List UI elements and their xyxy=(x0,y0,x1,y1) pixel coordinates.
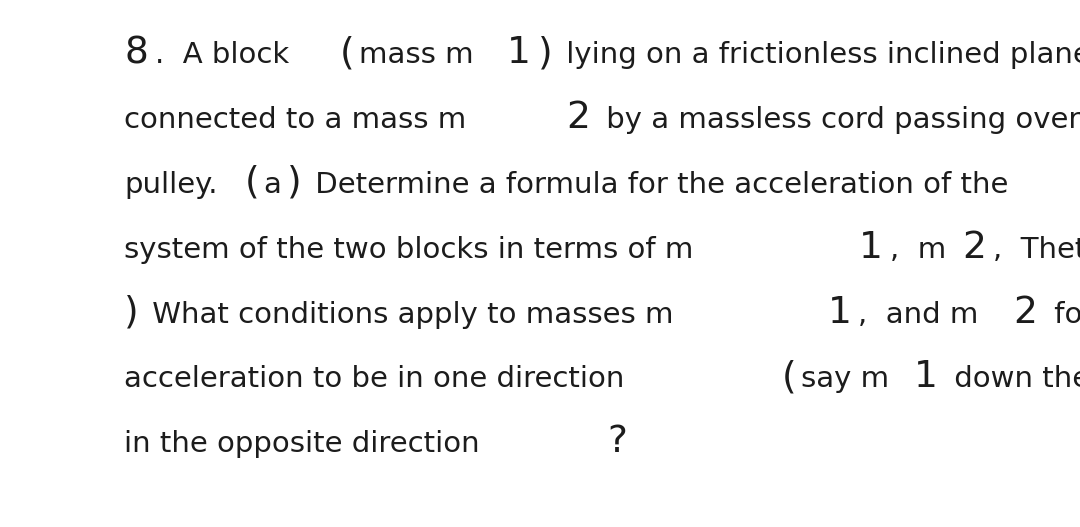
Text: .  A block: . A block xyxy=(156,41,298,69)
Text: ?: ? xyxy=(607,424,626,460)
Text: lying on a frictionless inclined plane is: lying on a frictionless inclined plane i… xyxy=(556,41,1080,69)
Text: mass m: mass m xyxy=(359,41,474,69)
Text: system of the two blocks in terms of m: system of the two blocks in terms of m xyxy=(124,236,693,264)
Text: pulley.: pulley. xyxy=(124,171,218,199)
Text: ): ) xyxy=(538,35,552,71)
Text: (: ( xyxy=(340,35,355,71)
Text: 8: 8 xyxy=(124,35,148,71)
Text: 1: 1 xyxy=(507,35,530,71)
Text: (: ( xyxy=(782,359,796,395)
Text: 2: 2 xyxy=(566,100,590,136)
Text: 2: 2 xyxy=(1014,295,1038,330)
Text: What conditions apply to masses m: What conditions apply to masses m xyxy=(143,300,674,328)
Text: connected to a mass m: connected to a mass m xyxy=(124,106,467,134)
Text: ): ) xyxy=(124,295,139,330)
Text: in the opposite direction: in the opposite direction xyxy=(124,430,498,458)
Text: ,  Theta, and g .: , Theta, and g . xyxy=(994,236,1080,264)
Text: for the: for the xyxy=(1044,300,1080,328)
Text: 2: 2 xyxy=(962,230,986,266)
Text: down the plan: down the plan xyxy=(945,365,1080,393)
Text: by a massless cord passing over a: by a massless cord passing over a xyxy=(596,106,1080,134)
Text: ,  m: , m xyxy=(890,236,946,264)
Text: acceleration to be in one direction: acceleration to be in one direction xyxy=(124,365,634,393)
Text: 1: 1 xyxy=(915,359,939,395)
Text: Determine a formula for the acceleration of the: Determine a formula for the acceleration… xyxy=(306,171,1008,199)
Text: say m: say m xyxy=(800,365,889,393)
Text: 1: 1 xyxy=(827,295,851,330)
Text: 1: 1 xyxy=(859,230,882,266)
Text: ): ) xyxy=(287,165,301,201)
Text: ,  and m: , and m xyxy=(859,300,978,328)
Text: a: a xyxy=(264,171,282,199)
Text: (: ( xyxy=(245,165,259,201)
